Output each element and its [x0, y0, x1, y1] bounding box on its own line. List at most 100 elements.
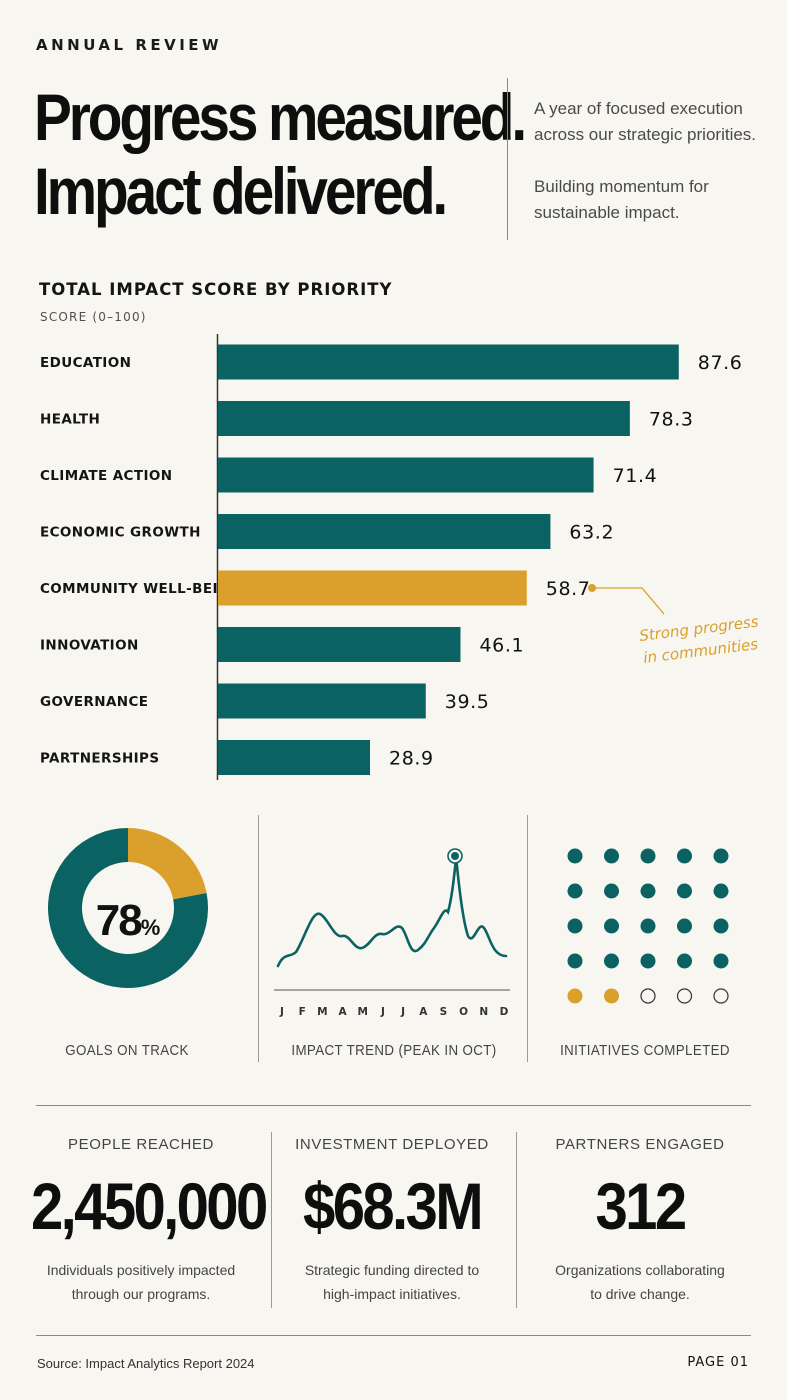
initiative-dot-completed-highlight	[567, 988, 583, 1004]
bar	[218, 401, 630, 436]
annotation-leader-line	[592, 587, 665, 615]
initiative-dot-open	[713, 988, 729, 1004]
stat-desc-investment-line-2: high-impact initiatives.	[323, 1286, 461, 1302]
donut-segment-on-track	[48, 828, 208, 988]
stat-desc-partners-line-1: Organizations collaborating	[555, 1262, 725, 1278]
bar-category-label: ECONOMIC GROWTH	[40, 525, 201, 541]
footer-rule	[36, 1335, 751, 1336]
goals-percent-value: 78	[95, 896, 143, 945]
trend-month-label: A	[419, 1006, 428, 1018]
bar-chart: EDUCATION 87.6 HEALTH 78.3 CLIMATE ACTION 71.…	[40, 334, 760, 780]
stat-label-people: PEOPLE REACHED	[68, 1136, 214, 1153]
bar-value-label: 63.2	[569, 522, 614, 544]
chart-title: TOTAL IMPACT SCORE BY PRIORITY	[39, 280, 393, 299]
trend-month-label: J	[400, 1006, 405, 1018]
initiative-dot-completed	[567, 883, 583, 899]
stats-divider-1	[271, 1132, 272, 1308]
bar-value-label: 28.9	[389, 748, 434, 770]
goals-label: GOALS ON TRACK	[65, 1043, 189, 1059]
header-divider	[507, 78, 508, 240]
stat-desc-partners: Organizations collaborating to drive cha…	[525, 1258, 755, 1306]
initiative-dot-completed	[677, 953, 692, 969]
stat-desc-people: Individuals positively impacted through …	[26, 1258, 256, 1306]
stat-value-people: 2,450,000	[31, 1169, 268, 1243]
initiative-dot-completed	[604, 883, 619, 899]
stats-divider-2	[516, 1132, 517, 1308]
bar-value-label: 87.6	[698, 352, 743, 374]
initiative-dot-completed	[604, 918, 619, 934]
goals-donut-chart	[48, 828, 208, 988]
bar-value-label: 71.4	[613, 465, 658, 487]
bar-category-label: COMMUNITY WELL-BEING	[40, 581, 241, 597]
initiative-dot-completed	[677, 883, 692, 899]
headline-line-1: Progress measured.	[34, 80, 527, 154]
donut-segment-remaining	[128, 828, 207, 900]
bar-category-label: GOVERNANCE	[40, 694, 148, 710]
intro-text-2: Building momentum for sustainable impact…	[534, 177, 709, 222]
initiative-dot-completed-highlight	[604, 988, 619, 1004]
trend-month-label: M	[317, 1006, 327, 1018]
eyebrow: ANNUAL REVIEW	[36, 36, 223, 54]
stat-value-investment: $68.3M	[303, 1169, 484, 1243]
bar	[218, 457, 594, 493]
panel-divider-2	[527, 815, 528, 1062]
initiatives-label: INITIATIVES COMPLETED	[560, 1043, 730, 1059]
stats-top-rule	[36, 1105, 751, 1106]
initiative-dot-completed	[677, 848, 692, 864]
bar-category-label: CLIMATE ACTION	[40, 468, 172, 484]
initiative-dot-completed	[713, 953, 729, 969]
stat-desc-investment: Strategic funding directed to high-impac…	[277, 1258, 507, 1306]
initiative-dot-open	[640, 988, 656, 1004]
initiative-dot-completed	[713, 918, 729, 934]
initiative-dot-completed	[713, 848, 729, 864]
bar	[218, 344, 679, 380]
headline-line-2: Impact delivered.	[34, 154, 448, 228]
stat-value-partners: 312	[595, 1169, 688, 1243]
initiative-dot-completed	[604, 848, 619, 864]
chart-subtitle: SCORE (0–100)	[40, 310, 147, 324]
stat-desc-partners-line-2: to drive change.	[590, 1286, 690, 1302]
bar	[218, 683, 426, 719]
trend-month-label: S	[440, 1006, 448, 1018]
initiative-dot-completed	[640, 883, 656, 899]
bar	[218, 514, 551, 549]
trend-month-label: J	[279, 1006, 284, 1018]
trend-peak-marker	[451, 852, 459, 860]
initiative-dot-completed	[640, 848, 656, 864]
initiative-dot-completed	[567, 848, 583, 864]
headline: Progress measured. Impact delivered.	[34, 80, 527, 228]
bar-category-label: HEALTH	[40, 412, 100, 428]
initiative-dot-completed	[567, 953, 583, 969]
trend-month-label: F	[299, 1006, 306, 1018]
initiative-dot-completed	[567, 918, 583, 934]
stat-label-partners: PARTNERS ENGAGED	[555, 1136, 725, 1153]
bar-value-label: 39.5	[445, 691, 490, 713]
bar	[218, 570, 527, 606]
initiatives-dot-grid	[567, 848, 729, 1004]
bar-value-label: 58.7	[546, 578, 591, 600]
trend-month-label: N	[479, 1006, 488, 1018]
stat-label-investment: INVESTMENT DEPLOYED	[295, 1136, 489, 1153]
trend-month-label: A	[338, 1006, 347, 1018]
initiative-dot-completed	[640, 953, 656, 969]
stat-desc-people-line-1: Individuals positively impacted	[46, 1262, 236, 1278]
bar-category-label: EDUCATION	[40, 355, 131, 371]
trend-label: IMPACT TREND (PEAK IN OCT)	[291, 1043, 497, 1059]
bar	[218, 740, 371, 775]
goals-percent-unit: %	[140, 915, 161, 940]
footer-source: Source: Impact Analytics Report 2024	[37, 1356, 255, 1371]
bar-category-label: INNOVATION	[40, 638, 139, 654]
bar-value-label: 78.3	[649, 409, 694, 431]
bar-category-label: PARTNERSHIPS	[40, 751, 159, 767]
initiative-dot-open	[676, 988, 693, 1004]
initiative-dot-completed	[677, 918, 692, 934]
initiative-dot-completed	[713, 883, 729, 899]
trend-line	[276, 856, 508, 968]
trend-month-label: J	[380, 1006, 385, 1018]
trend-month-label: M	[358, 1006, 368, 1018]
page-number: PAGE 01	[687, 1355, 749, 1370]
initiative-dot-completed	[604, 953, 619, 969]
bar-value-label: 46.1	[479, 635, 524, 657]
stat-desc-people-line-2: through our programs.	[71, 1286, 211, 1302]
